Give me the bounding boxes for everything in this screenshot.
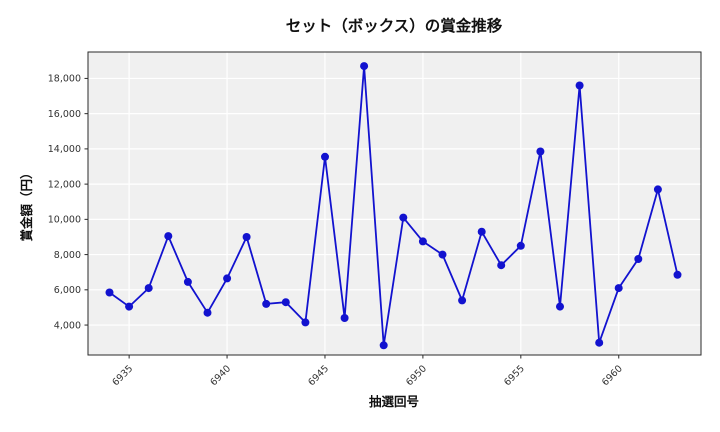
- data-point: [595, 338, 604, 347]
- y-tick-label: 12,000: [48, 179, 81, 190]
- y-tick-label: 10,000: [48, 215, 81, 226]
- y-tick-label: 18,000: [48, 74, 81, 85]
- data-point: [634, 255, 643, 263]
- y-tick-label: 14,000: [48, 144, 81, 155]
- data-point: [183, 277, 192, 286]
- x-tick-label: 6945: [306, 363, 331, 388]
- y-tick-label: 6,000: [54, 285, 81, 296]
- data-point: [281, 298, 290, 307]
- data-point: [379, 341, 388, 350]
- data-point: [301, 318, 310, 327]
- data-point: [360, 62, 369, 71]
- x-axis-label: 抽選回号: [369, 394, 419, 409]
- y-tick-label: 16,000: [48, 109, 81, 120]
- y-tick-label: 8,000: [54, 250, 81, 261]
- y-tick-label: 4,000: [54, 320, 81, 331]
- data-point: [262, 299, 271, 308]
- data-point: [516, 241, 525, 250]
- data-point: [203, 308, 212, 317]
- axis-tick-marks: [84, 77, 620, 359]
- x-tick-label: 6935: [110, 363, 135, 388]
- data-point: [144, 284, 153, 293]
- data-point: [653, 185, 662, 194]
- x-tick-label: 6950: [404, 363, 429, 388]
- data-point: [340, 314, 349, 322]
- data-point: [242, 233, 251, 241]
- data-point: [438, 250, 447, 259]
- data-point: [321, 152, 329, 161]
- x-tick-label: 6960: [600, 363, 625, 388]
- data-point: [125, 302, 134, 311]
- y-axis-tick-labels: 4,000 6,000 8,000 10,000 12,000 14,000 16,000 1…: [48, 74, 81, 332]
- data-series: [105, 62, 682, 350]
- data-point: [223, 274, 232, 283]
- data-point: [477, 227, 486, 236]
- series-line: [108, 65, 679, 347]
- plot-border: [87, 51, 702, 356]
- data-point: [418, 237, 427, 246]
- gridlines: [88, 52, 701, 355]
- data-point: [556, 302, 564, 311]
- data-point: [399, 213, 408, 222]
- chart-title: セット（ボックス）の賞金推移: [286, 16, 503, 35]
- data-point: [673, 270, 682, 279]
- data-point: [536, 147, 545, 156]
- x-tick-label: 6955: [502, 363, 527, 388]
- x-axis-tick-labels: 6935 6940 6945 6950 6955 6960: [110, 363, 624, 388]
- data-point: [497, 261, 506, 270]
- plot-area: [88, 52, 701, 355]
- y-axis-label: 賞金額（円）: [19, 166, 34, 241]
- data-point: [575, 81, 584, 90]
- data-point: [105, 288, 114, 297]
- x-tick-label: 6940: [208, 363, 233, 388]
- data-point: [614, 284, 623, 293]
- data-point: [164, 232, 173, 241]
- data-point: [458, 296, 467, 305]
